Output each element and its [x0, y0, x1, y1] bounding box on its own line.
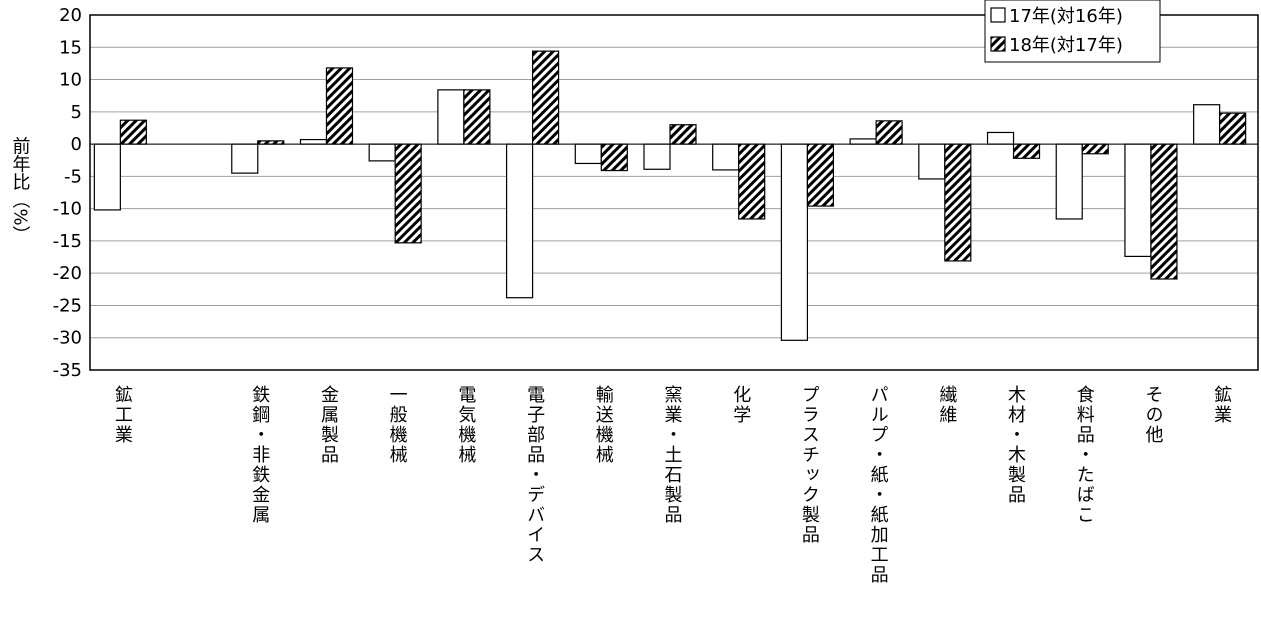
bar: [600, 143, 628, 172]
bar: [986, 131, 1015, 145]
y-tick-label: 0: [71, 134, 82, 155]
x-tick-label: 化学: [730, 385, 751, 425]
y-tick-label: -20: [53, 263, 82, 284]
bar: [463, 89, 491, 145]
x-tick-label: 一般機械: [387, 385, 408, 465]
bar: [1124, 143, 1152, 258]
bar: [780, 143, 809, 341]
bar: [1193, 104, 1221, 145]
x-tick-label: パルプ・紙・紙加工品: [868, 385, 889, 585]
legend-swatch: [990, 36, 1006, 52]
y-tick-label: -25: [53, 295, 82, 316]
bar: [1012, 143, 1041, 159]
bar: [325, 67, 354, 145]
y-tick-label: -35: [53, 360, 82, 381]
bar: [1150, 143, 1178, 280]
bar: [1219, 112, 1247, 145]
bar: [394, 143, 422, 244]
bar: [875, 120, 903, 145]
x-tick-label: 鉱工業: [112, 385, 133, 445]
legend-swatch: [990, 7, 1006, 23]
bar: [643, 143, 671, 170]
bar: [712, 143, 740, 171]
bar: [918, 143, 946, 180]
plot-frame: [89, 14, 1259, 371]
bar: [93, 143, 121, 211]
x-tick-label: 電気機械: [455, 385, 476, 465]
bar: [669, 124, 697, 145]
legend-box: [984, 0, 1161, 63]
y-tick-label: -15: [53, 231, 82, 252]
bar: [531, 50, 560, 145]
x-tick-label: 輸送機械: [593, 385, 614, 465]
x-tick-label: プラスチック製品: [799, 385, 820, 545]
x-tick-label: その他: [1142, 385, 1163, 445]
x-tick-label: 鉱業: [1211, 385, 1232, 425]
y-axis-label: 前年比（%）: [10, 136, 31, 243]
x-tick-label: 電子部品・デバイス: [524, 385, 545, 565]
bar: [299, 138, 328, 145]
bar: [1081, 143, 1109, 155]
bar: [368, 143, 396, 162]
bar: [849, 138, 877, 145]
x-tick-label: 食料品・たばこ: [1074, 385, 1095, 525]
x-tick-label: 金属製品: [318, 385, 339, 465]
bar: [437, 89, 465, 145]
y-tick-label: 10: [59, 70, 82, 91]
bar: [231, 143, 259, 174]
x-tick-label: 繊維: [936, 385, 957, 425]
x-tick-label: 木材・木製品: [1005, 385, 1026, 505]
bar: [119, 119, 147, 145]
y-tick-label: 15: [59, 37, 82, 58]
y-tick-label: -5: [64, 166, 82, 187]
bar: [505, 143, 534, 299]
y-tick-label: -10: [53, 199, 82, 220]
bar: [806, 143, 835, 207]
x-tick-label: 窯業・土石製品: [662, 385, 683, 525]
legend-label: 17年(対16年): [1009, 6, 1123, 27]
y-tick-label: -30: [53, 328, 82, 349]
y-tick-label: 20: [59, 5, 82, 26]
y-tick-label: 5: [71, 102, 82, 123]
bar: [1055, 143, 1083, 220]
x-tick-label: 鉄鋼・非鉄金属: [249, 385, 270, 525]
bar: [944, 143, 972, 262]
bar: [574, 143, 602, 165]
legend-label: 18年(対17年): [1009, 35, 1123, 56]
bar: [738, 143, 766, 220]
